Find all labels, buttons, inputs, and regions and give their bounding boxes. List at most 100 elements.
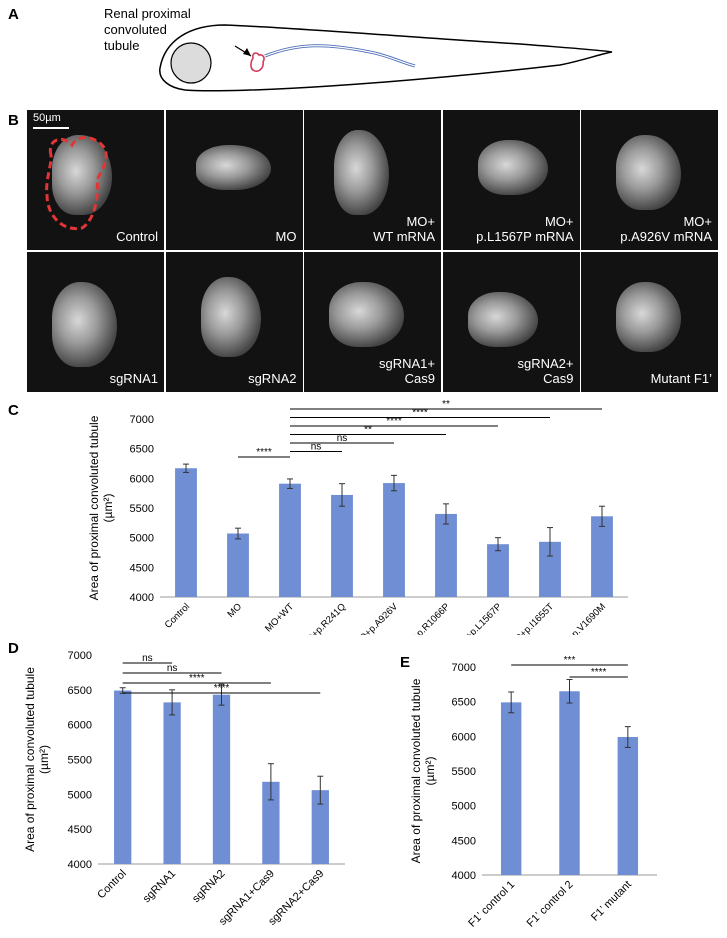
micrograph-label: Mutant F1’ [651, 371, 712, 386]
significance-label: ns [311, 442, 322, 453]
bar-2 [212, 694, 231, 864]
bar-2 [279, 483, 301, 597]
category-label: F1’ control 2 [525, 879, 576, 930]
panel-letter-a: A [8, 6, 19, 23]
micrograph-label: sgRNA2+ Cas9 [518, 356, 574, 386]
category-label: sgRNA2 [190, 868, 227, 905]
y-tick-label: 5000 [130, 533, 154, 545]
category-label: F1’ control 1 [466, 879, 517, 930]
annotation-line-1: Renal proximal [104, 6, 191, 21]
micrograph-label-line: sgRNA1+ [379, 356, 435, 371]
bar-6 [487, 544, 509, 597]
significance-label: *** [564, 655, 576, 666]
micrograph-label-line: p.A926V mRNA [620, 229, 712, 244]
micrograph-label-line: sgRNA2 [248, 371, 297, 386]
micrograph-label-line: Cas9 [543, 371, 574, 386]
bar-1 [163, 702, 181, 864]
y-tick-label: 6500 [130, 444, 154, 456]
y-tick-label: 4000 [68, 859, 92, 871]
proximal-tubule-outline [250, 52, 265, 72]
micrograph-label: MO+ WT mRNA [373, 214, 435, 244]
micrograph-label-line: MO+ [406, 214, 435, 229]
y-tick-label: 4500 [130, 562, 154, 574]
y-tick-label: 6500 [68, 685, 92, 697]
category-label: MO+p.R1066P [400, 601, 452, 635]
significance-label: ** [364, 425, 372, 436]
micrograph-8: sgRNA1+ Cas9 [304, 252, 441, 392]
zebrafish-schematic: Renal proximal convoluted tubule [104, 6, 613, 92]
micrograph-label: MO [276, 229, 297, 244]
micrograph-label-line: sgRNA2+ [517, 356, 574, 371]
category-label: Control [163, 601, 192, 630]
significance-label: ** [442, 399, 450, 410]
tubule-tissue [52, 282, 117, 367]
y-axis-label: (µm²) [37, 745, 51, 774]
y-axis-label: Area of proximal convoluted tubule [87, 415, 101, 600]
micrograph-label-line: sgRNA1 [109, 371, 158, 386]
bar-1 [559, 691, 580, 875]
significance-label: ns [167, 663, 178, 674]
micrograph-label: sgRNA1 [110, 371, 158, 386]
category-label: MO+p.L1567P [453, 601, 504, 635]
significance-label: ns [337, 433, 348, 444]
category-label: MO+p.V1690M [555, 601, 608, 635]
y-axis-label: (µm²) [423, 757, 437, 786]
micrograph-label: MO+ p.L1567P mRNA [476, 214, 573, 244]
category-label: sgRNA1 [141, 868, 178, 905]
bar-4 [311, 790, 329, 864]
panel-letter-c: C [8, 402, 19, 419]
tubule-tissue [467, 292, 538, 347]
bar-4 [383, 483, 405, 597]
micrograph-9: sgRNA2+ Cas9 [442, 252, 580, 392]
bar-0 [114, 690, 132, 864]
y-tick-label: 7000 [452, 662, 476, 674]
bar-0 [175, 468, 197, 597]
y-tick-label: 6000 [130, 473, 154, 485]
tubule-tissue [195, 145, 271, 190]
category-label: Control [95, 868, 129, 902]
bar-2 [617, 737, 639, 875]
tubule-tissue [334, 130, 389, 215]
micrograph-label-line: MO+ [683, 214, 712, 229]
chart-d: 4000 4500 5000 5500 6000 6500 7000 Area of prox… [23, 650, 345, 928]
category-label: MO+p.A926V [352, 601, 401, 635]
y-tick-label: 5000 [68, 789, 92, 801]
bar-7 [539, 541, 561, 597]
micrograph-10: Mutant F1’ [581, 252, 718, 392]
annotation-line-3: tubule [104, 38, 139, 53]
bar-0 [500, 702, 522, 875]
y-tick-label: 5500 [130, 503, 154, 515]
tubule-tissue [616, 282, 681, 352]
tubule-tissue [52, 135, 112, 215]
y-tick-label: 6500 [452, 697, 476, 709]
y-tick-label: 4000 [452, 870, 476, 882]
bar-3 [331, 494, 353, 597]
micrograph-label-line: Control [116, 229, 158, 244]
significance-label: **** [189, 673, 205, 684]
category-label: MO+p.I1655T [507, 601, 556, 635]
micrograph-3: MO+ WT mRNA [304, 110, 441, 250]
significance-label: ns [142, 653, 153, 664]
red-outline [33, 127, 108, 231]
y-axis-label: Area of proximal convoluted tubule [409, 678, 423, 863]
scale-bar-label: 50µm [33, 112, 61, 124]
micrograph-label: sgRNA2 [248, 371, 296, 386]
micrograph-label-line: p.L1567P mRNA [476, 229, 574, 244]
micrograph-6: sgRNA1 [27, 252, 164, 392]
micrograph-1: Control 50µm [27, 110, 164, 250]
y-tick-label: 5500 [452, 766, 476, 778]
bar-1 [227, 533, 249, 597]
y-tick-label: 4500 [452, 835, 476, 847]
significance-label: **** [591, 667, 607, 678]
significance-label: **** [412, 408, 428, 419]
micrograph-label: MO+ p.A926V mRNA [620, 214, 712, 244]
micrograph-label-line: Mutant F1’ [650, 371, 712, 386]
significance-label: **** [386, 416, 402, 427]
y-axis-label: (µm²) [101, 494, 115, 523]
bar-8 [591, 516, 613, 597]
y-tick-label: 4000 [130, 592, 154, 604]
tubule-tissue [477, 140, 548, 195]
tubule-tissue [616, 135, 681, 210]
annotation-line-2: convoluted [104, 22, 167, 37]
micrograph-5: MO+ p.A926V mRNA [581, 110, 718, 250]
